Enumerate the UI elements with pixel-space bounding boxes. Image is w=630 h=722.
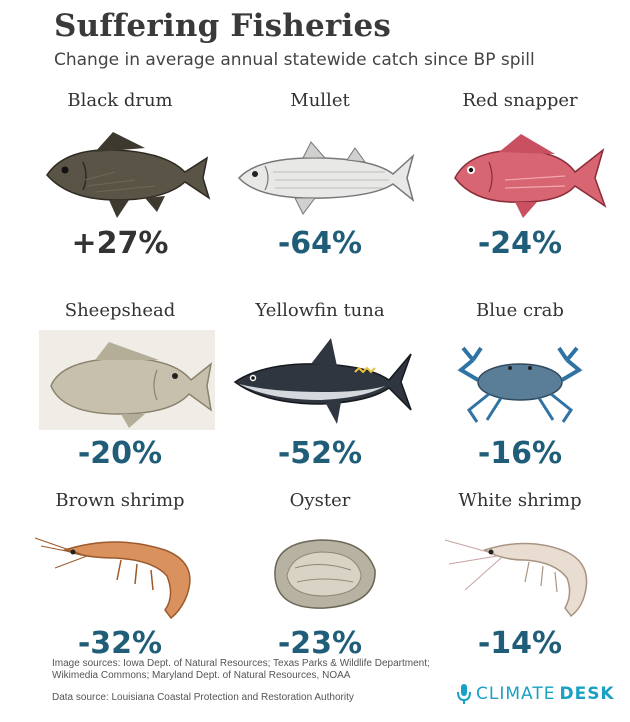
change-value: -23%	[277, 626, 363, 661]
yellowfin-tuna-icon	[233, 338, 412, 424]
change-value: -52%	[277, 436, 363, 471]
species-name: Yellowfin tuna	[255, 300, 385, 321]
species-card-black-drum: Black drum +27%	[20, 88, 220, 261]
species-name: Brown shrimp	[55, 490, 185, 511]
species-card-sheepshead: Sheepshead -20%	[20, 298, 220, 471]
change-value: +27%	[71, 226, 169, 261]
black-drum-icon	[46, 132, 211, 218]
change-value: -64%	[277, 226, 363, 261]
page-title: Suffering Fisheries	[54, 8, 392, 44]
change-value: -32%	[77, 626, 163, 661]
species-name: Blue crab	[476, 300, 564, 321]
change-value: -16%	[477, 436, 563, 471]
species-card-yellowfin-tuna: Yellowfin tuna -52%	[220, 298, 420, 471]
species-card-mullet: Mullet -64%	[220, 88, 420, 261]
oyster-icon	[274, 539, 376, 609]
microphone-icon	[457, 684, 471, 704]
species-card-oyster: Oyster -23%	[220, 488, 420, 661]
brand-climate: CLIMATE	[476, 684, 556, 704]
change-value: -24%	[477, 226, 563, 261]
species-name: Sheepshead	[64, 300, 176, 321]
data-source: Data source: Louisiana Coastal Protectio…	[52, 692, 354, 703]
species-name: Red snapper	[462, 90, 578, 111]
species-name: Black drum	[67, 90, 173, 111]
species-name: Oyster	[289, 490, 351, 511]
image-sources: Image sources: Iowa Dept. of Natural Res…	[52, 658, 430, 681]
species-card-red-snapper: Red snapper -24%	[420, 88, 620, 261]
species-name: Mullet	[290, 90, 350, 111]
species-card-brown-shrimp: Brown shrimp -32%	[20, 488, 220, 661]
blue-crab-icon	[457, 346, 583, 423]
species-card-blue-crab: Blue crab -16%	[420, 298, 620, 471]
brand-desk: DESK	[559, 684, 615, 704]
change-value: -14%	[477, 626, 563, 661]
mullet-icon	[237, 141, 415, 215]
brown-shrimp-icon	[34, 537, 191, 620]
red-snapper-icon	[454, 134, 607, 218]
sheepshead-icon	[39, 330, 215, 430]
change-value: -20%	[77, 436, 163, 471]
species-card-white-shrimp: White shrimp -14%	[420, 488, 620, 661]
species-name: White shrimp	[458, 490, 582, 511]
species-grid: Black drum +27% Mullet -64% Red snapper	[20, 88, 620, 661]
page-subtitle: Change in average annual statewide catch…	[54, 50, 535, 70]
white-shrimp-icon	[444, 539, 588, 618]
climate-desk-logo: CLIMATE DESK	[456, 682, 615, 706]
